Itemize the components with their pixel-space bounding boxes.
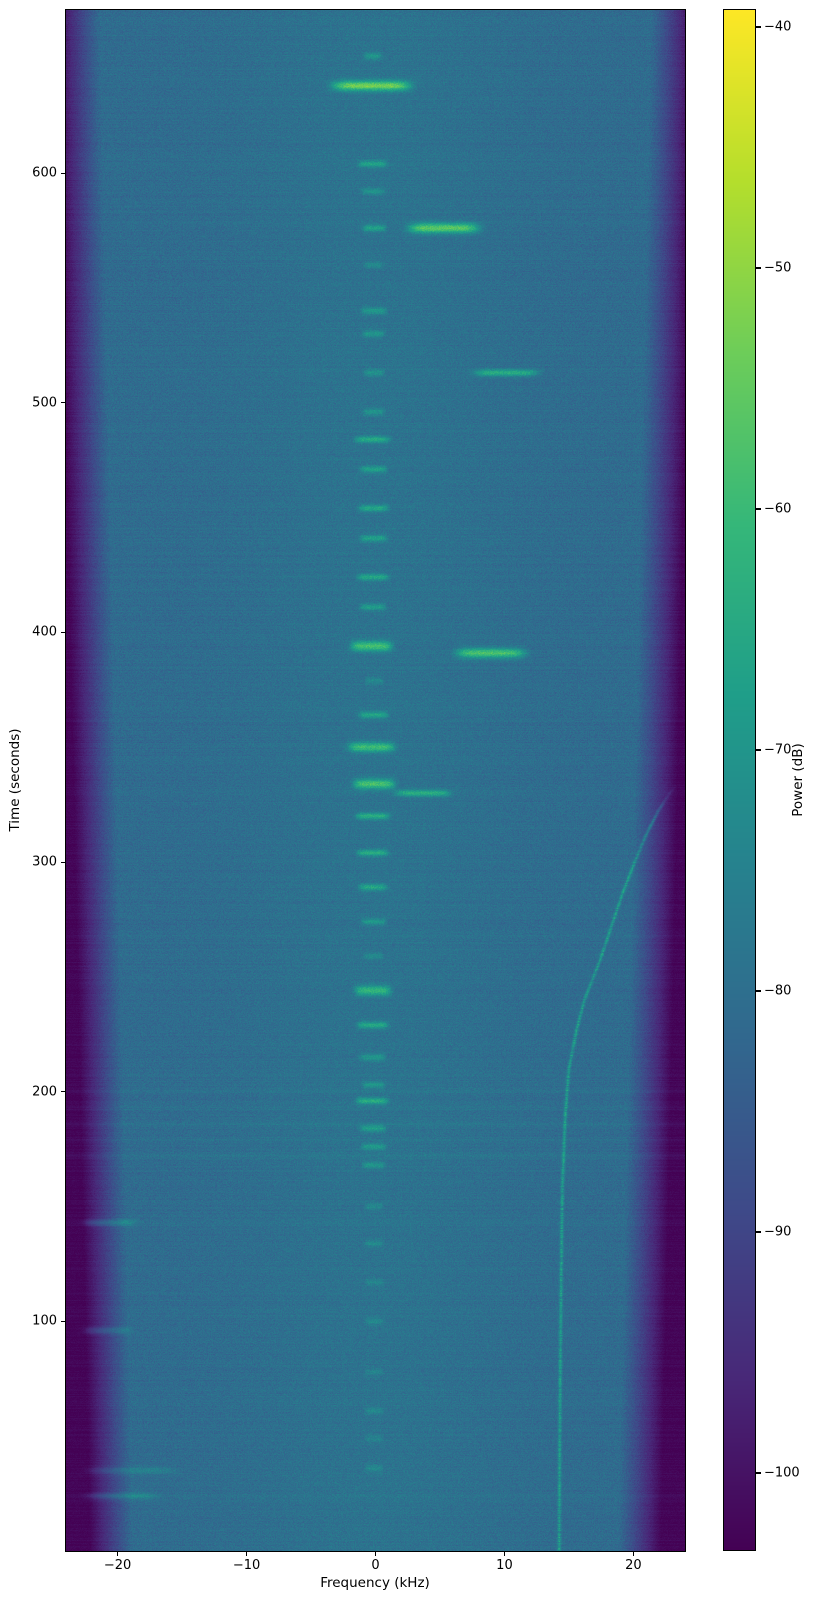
x-tick-label: 0 xyxy=(371,1558,380,1573)
x-tick-mark xyxy=(246,1551,248,1556)
x-tick-mark xyxy=(117,1551,119,1556)
colorbar-label: Power (dB) xyxy=(790,743,806,817)
y-tick-label: 400 xyxy=(32,624,57,640)
colorbar-tick-mark xyxy=(756,26,761,28)
y-axis-label: Time (seconds) xyxy=(7,728,23,832)
colorbar-tick-label: −60 xyxy=(764,501,792,517)
y-tick-mark xyxy=(61,1091,66,1093)
y-tick-label: 300 xyxy=(32,854,57,870)
colorbar-tick-label: −50 xyxy=(764,260,792,276)
y-tick-label: 200 xyxy=(32,1084,57,1100)
x-axis-label: Frequency (kHz) xyxy=(320,1575,430,1591)
x-tick-mark xyxy=(503,1551,506,1556)
colorbar-tick-mark xyxy=(756,1231,761,1233)
colorbar-tick-mark xyxy=(756,749,761,751)
colorbar-tick-mark xyxy=(756,990,761,992)
y-tick-mark xyxy=(61,172,66,174)
colorbar-tick-label: −90 xyxy=(764,1224,792,1240)
x-tick-label: 10 xyxy=(496,1558,513,1573)
colorbar-tick-mark xyxy=(756,508,761,510)
colorbar-tick-mark xyxy=(756,267,761,269)
colorbar-tick-label: −40 xyxy=(764,19,792,35)
x-tick-mark xyxy=(632,1551,635,1556)
colorbar-gradient xyxy=(724,10,755,1550)
x-tick-mark xyxy=(375,1551,377,1556)
x-tick-label: 20 xyxy=(625,1558,642,1573)
y-tick-label: 100 xyxy=(32,1313,57,1329)
y-tick-mark xyxy=(61,861,66,863)
y-tick-mark xyxy=(61,631,66,634)
spectrogram-plot-area xyxy=(66,10,685,1551)
y-tick-mark xyxy=(61,1320,66,1323)
x-tick-label: −10 xyxy=(232,1558,261,1573)
y-tick-mark xyxy=(61,402,66,404)
colorbar-tick-label: −80 xyxy=(764,983,792,999)
colorbar-tick-label: −100 xyxy=(764,1465,800,1481)
y-tick-label: 600 xyxy=(32,165,57,181)
x-tick-label: −20 xyxy=(103,1558,132,1573)
colorbar-tick-mark xyxy=(756,1472,761,1474)
colorbar-tick-label: −70 xyxy=(764,742,792,758)
y-tick-label: 500 xyxy=(32,395,57,411)
